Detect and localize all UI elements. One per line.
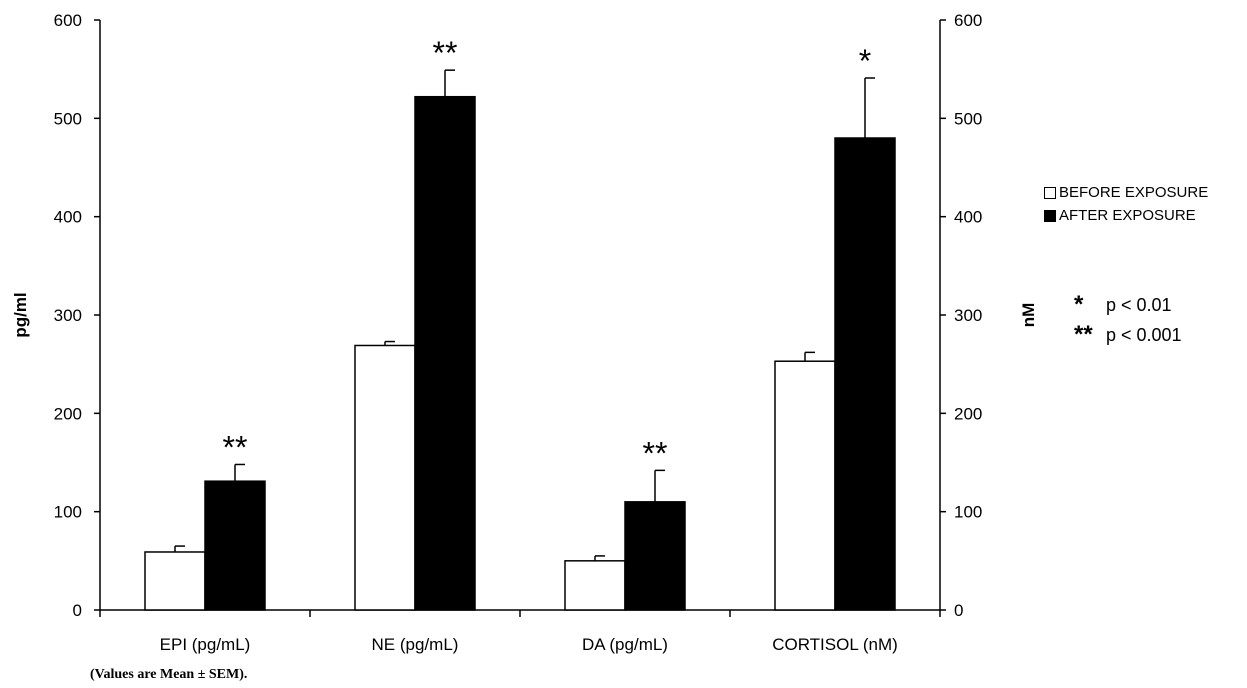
labels: 0 0 100 100 200 200 300 300 400 400 500 500 600 600 pg…	[11, 11, 1038, 654]
significance-text: p < 0.01	[1106, 295, 1172, 315]
significance-key: * p < 0.01 ** p < 0.001	[1074, 290, 1182, 350]
y-tick-label-right: 400	[954, 208, 982, 227]
legend: BEFORE EXPOSURE AFTER EXPOSURE	[1044, 181, 1208, 227]
x-tick-label: EPI (pg/mL)	[160, 635, 251, 654]
y-tick-label-left: 600	[54, 11, 82, 30]
bar-before	[774, 360, 836, 611]
significance-text: p < 0.001	[1106, 325, 1182, 345]
bar-after	[414, 95, 476, 611]
bar-before	[564, 560, 626, 611]
bar-after	[624, 501, 686, 611]
significance-marker: *	[859, 43, 871, 79]
x-tick-label: CORTISOL (nM)	[772, 635, 898, 654]
y-tick-label-right: 600	[954, 11, 982, 30]
y-tick-label-right: 100	[954, 503, 982, 522]
significance-marker: **	[643, 435, 668, 471]
footnote: (Values are Mean ± SEM).	[90, 667, 248, 682]
legend-swatch-before	[1044, 186, 1056, 199]
y-axis-title-right: nM	[1019, 303, 1038, 328]
x-tick-label: DA (pg/mL)	[582, 635, 668, 654]
significance-stars: **	[1074, 321, 1093, 348]
y-axis-title-left: pg/ml	[11, 292, 30, 337]
significance-key-row: ** p < 0.001	[1074, 320, 1182, 350]
y-tick-label-left: 300	[54, 306, 82, 325]
significance-key-row: * p < 0.01	[1074, 290, 1182, 320]
x-tick-label: NE (pg/mL)	[372, 635, 459, 654]
legend-item-after: AFTER EXPOSURE	[1044, 204, 1208, 227]
y-tick-label-left: 400	[54, 208, 82, 227]
y-tick-label-right: 500	[954, 109, 982, 128]
bar-after	[834, 137, 896, 611]
y-tick-label-right: 300	[954, 306, 982, 325]
significance-stars: *	[1074, 291, 1084, 318]
y-tick-label-left: 500	[54, 109, 82, 128]
bar-before	[144, 551, 206, 611]
significance-marker: **	[433, 35, 458, 71]
y-tick-label-left: 0	[73, 601, 82, 620]
y-tick-label-right: 0	[954, 601, 963, 620]
y-tick-label-left: 200	[54, 404, 82, 423]
bar-before	[354, 344, 416, 611]
bar-after	[204, 480, 266, 611]
legend-item-before: BEFORE EXPOSURE	[1044, 181, 1208, 204]
legend-label-after: AFTER EXPOSURE	[1059, 207, 1196, 224]
legend-label-before: BEFORE EXPOSURE	[1059, 184, 1209, 201]
y-tick-label-left: 100	[54, 503, 82, 522]
y-tick-label-right: 200	[954, 404, 982, 423]
bars	[144, 69, 896, 611]
significance-marker: **	[223, 429, 248, 465]
legend-swatch-after	[1044, 209, 1056, 222]
